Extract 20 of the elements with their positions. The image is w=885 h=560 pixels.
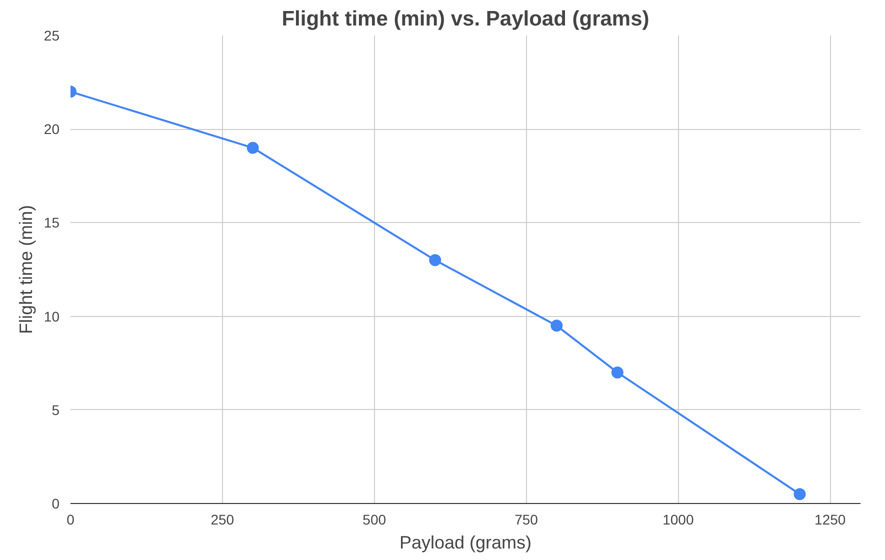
- point: [246, 142, 259, 154]
- y-tick-label: 20: [44, 121, 60, 138]
- y-tick-label: 25: [44, 28, 60, 44]
- chart-title: Flight time (min) vs. Payload (grams): [282, 8, 650, 30]
- point: [794, 488, 806, 500]
- point: [611, 366, 624, 378]
- y-tick-label: 0: [52, 496, 60, 512]
- x-tick-label: 1000: [662, 512, 694, 528]
- y-axis-title: Flight time (min): [16, 204, 36, 334]
- y-tick-label: 15: [44, 214, 60, 231]
- x-tick-label: 500: [362, 512, 386, 528]
- y-tick-label: 10: [44, 308, 60, 324]
- x-tick-label: 250: [210, 512, 234, 528]
- point: [550, 320, 563, 332]
- x-tick-label: 1250: [814, 512, 846, 528]
- x-axis-title: Payload (grams): [399, 532, 532, 552]
- x-tick-label: 750: [514, 512, 538, 528]
- x-tick-label: 0: [66, 512, 75, 528]
- point: [429, 254, 442, 266]
- y-tick-label: 5: [52, 402, 60, 418]
